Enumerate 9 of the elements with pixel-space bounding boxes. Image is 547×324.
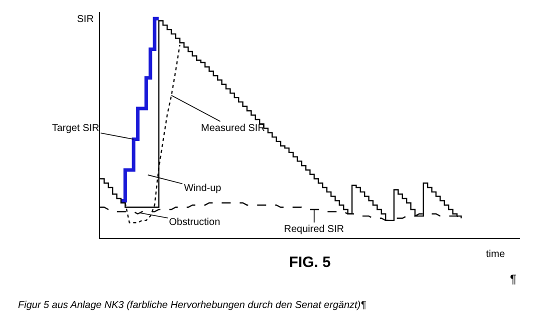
text: FIG. 5 — [289, 254, 331, 271]
annotation: Obstruction — [169, 217, 220, 228]
annotation: Wind-up — [184, 183, 222, 194]
text: Figur 5 aus Anlage NK3 (farbliche Hervorhebungen durch den Senat ergänzt)¶ — [18, 300, 367, 311]
y-axis-title: SIR — [77, 14, 94, 25]
legend-label: Required SIR — [284, 224, 344, 235]
x-axis-title: time — [486, 249, 506, 260]
text: Target SIR — [52, 123, 100, 134]
text: ¶ — [510, 272, 516, 286]
